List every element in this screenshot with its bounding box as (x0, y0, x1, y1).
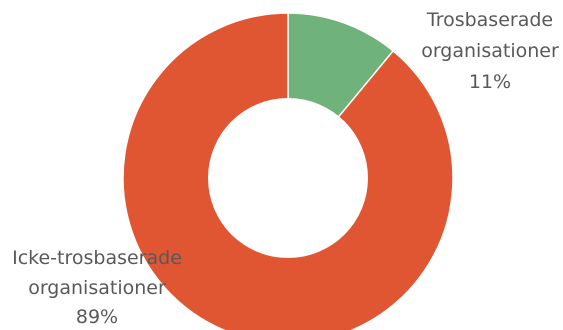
slice-label-line: Icke-trosbaserade (12, 247, 182, 269)
slice-value-label: 11% (469, 71, 511, 93)
donut-slice-1 (122, 12, 454, 330)
slice-label-line: Trosbaserade (426, 9, 553, 31)
slice-label-line: organisationer (28, 277, 166, 299)
slice-value-label: 89% (76, 306, 118, 328)
donut-hole (208, 98, 368, 258)
slice-label-trosbaserade: Trosbaserade organisationer 11% (421, 9, 559, 93)
slice-label-icke-trosbaserade: Icke-trosbaserade organisationer 89% (12, 247, 182, 328)
slice-label-line: organisationer (421, 40, 559, 62)
